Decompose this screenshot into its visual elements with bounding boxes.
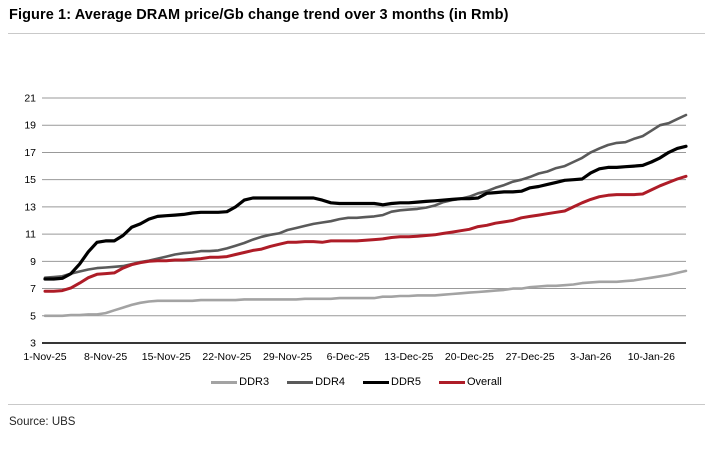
x-tick-label-8-Nov-25: 8-Nov-25 bbox=[84, 351, 127, 363]
series-line-ddr3 bbox=[43, 269, 688, 318]
legend-label-ddr5: DDR5 bbox=[391, 376, 421, 388]
y-tick-label-13: 13 bbox=[24, 201, 36, 213]
series-line-ddr5 bbox=[43, 144, 688, 281]
legend-swatch-overall bbox=[439, 380, 465, 384]
legend-item-ddr3: DDR3 bbox=[211, 376, 269, 388]
x-tick-label-22-Nov-25: 22-Nov-25 bbox=[202, 351, 251, 363]
legend-label-ddr3: DDR3 bbox=[239, 376, 270, 388]
x-tick-label-10-Jan-26: 10-Jan-26 bbox=[628, 351, 675, 363]
title-divider bbox=[8, 33, 705, 34]
y-tick-label-5: 5 bbox=[30, 310, 36, 322]
x-tick-label-15-Nov-25: 15-Nov-25 bbox=[142, 351, 191, 363]
series-line-ddr4 bbox=[43, 113, 688, 279]
figure-title: Figure 1: Average DRAM price/Gb change t… bbox=[9, 7, 509, 23]
x-tick-label-13-Dec-25: 13-Dec-25 bbox=[384, 351, 433, 363]
y-tick-label-3: 3 bbox=[30, 338, 36, 350]
legend-swatch-ddr4 bbox=[287, 380, 314, 384]
y-tick-label-7: 7 bbox=[30, 283, 36, 295]
legend-item-ddr5: DDR5 bbox=[363, 376, 421, 388]
x-tick-label-27-Dec-25: 27-Dec-25 bbox=[506, 351, 555, 363]
x-tick-label-3-Jan-26: 3-Jan-26 bbox=[570, 351, 612, 363]
y-tick-label-9: 9 bbox=[30, 256, 36, 268]
y-tick-label-17: 17 bbox=[24, 147, 36, 159]
source-text: Source: UBS bbox=[9, 416, 76, 428]
legend-item-overall: Overall bbox=[439, 376, 502, 388]
y-tick-label-21: 21 bbox=[24, 93, 36, 105]
x-tick-label-20-Dec-25: 20-Dec-25 bbox=[445, 351, 494, 363]
x-tick-label-6-Dec-25: 6-Dec-25 bbox=[327, 351, 370, 363]
y-tick-label-11: 11 bbox=[25, 229, 36, 241]
y-tick-label-15: 15 bbox=[24, 174, 36, 186]
legend-swatch-ddr5 bbox=[363, 380, 390, 384]
legend-label-overall: Overall bbox=[467, 376, 502, 388]
legend-swatch-ddr3 bbox=[211, 380, 238, 384]
dram-price-chart: 3 5 7 9 11 13 15 17 19 21 1-Nov-25 8-Nov-25 15-Nov-2… bbox=[0, 62, 713, 374]
y-tick-label-19: 19 bbox=[24, 120, 36, 132]
x-tick-label-1-Nov-25: 1-Nov-25 bbox=[23, 351, 66, 363]
source-divider bbox=[8, 404, 705, 405]
legend-label-ddr4: DDR4 bbox=[315, 376, 346, 388]
legend-item-ddr4: DDR4 bbox=[287, 376, 345, 388]
chart-canvas: 3 5 7 9 11 13 15 17 19 21 1-Nov-25 8-Nov-25 15-Nov-2… bbox=[23, 93, 688, 363]
chart-legend: DDR3 DDR4 DDR5 Overall bbox=[0, 376, 713, 388]
x-tick-label-29-Nov-25: 29-Nov-25 bbox=[263, 351, 312, 363]
series-line-overall bbox=[43, 174, 688, 293]
